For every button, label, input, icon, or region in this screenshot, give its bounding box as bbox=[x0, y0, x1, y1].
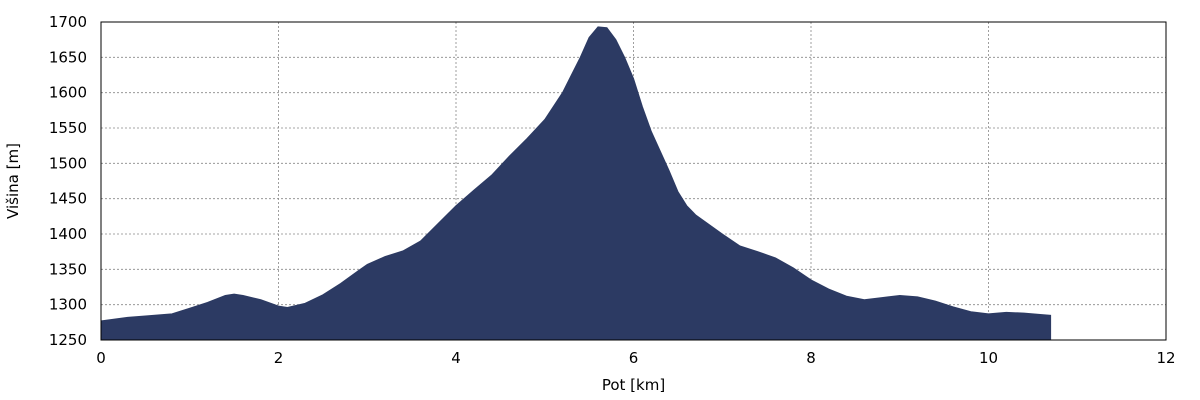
x-tick-label: 10 bbox=[979, 349, 998, 367]
x-tick-label: 12 bbox=[1156, 349, 1175, 367]
x-tick-label: 8 bbox=[806, 349, 816, 367]
y-tick-label: 1450 bbox=[49, 190, 87, 208]
x-tick-label: 0 bbox=[96, 349, 106, 367]
y-tick-label: 1350 bbox=[49, 260, 87, 278]
plot-frame bbox=[100, 21, 1167, 341]
y-tick-label: 1300 bbox=[49, 296, 87, 314]
y-tick-label: 1600 bbox=[49, 84, 87, 102]
y-axis-ticks: 1250 1300 1350 1400 1450 1500 1550 1600 1650 1700 bbox=[49, 13, 87, 349]
y-tick-label: 1700 bbox=[49, 13, 87, 31]
elevation-area bbox=[100, 26, 1052, 341]
area-layer bbox=[100, 26, 1052, 341]
y-tick-label: 1550 bbox=[49, 119, 87, 137]
y-tick-label: 1650 bbox=[49, 48, 87, 66]
y-tick-label: 1500 bbox=[49, 154, 87, 172]
x-tick-label: 4 bbox=[451, 349, 461, 367]
x-tick-label: 2 bbox=[274, 349, 284, 367]
y-tick-label: 1400 bbox=[49, 225, 87, 243]
x-axis-ticks: 0 2 4 6 8 10 12 bbox=[96, 349, 1175, 367]
x-tick-label: 6 bbox=[629, 349, 639, 367]
y-axis-label: Višina [m] bbox=[4, 143, 22, 219]
x-axis-label: Pot [km] bbox=[602, 376, 665, 394]
y-tick-label: 1250 bbox=[49, 331, 87, 349]
